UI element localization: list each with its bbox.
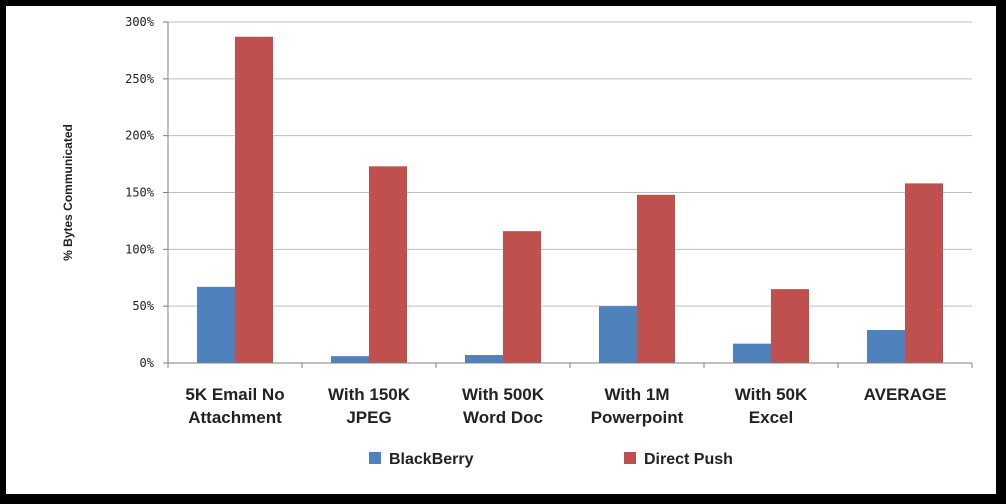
bar-direct-push [637, 194, 675, 363]
y-tick-label: 300% [125, 15, 155, 29]
gridlines [168, 21, 972, 364]
x-axis-categories: 5K Email No Attachment With 150K JPEG With 5… [185, 385, 946, 427]
bar-direct-push [905, 183, 943, 363]
bar-blackberry [599, 306, 637, 363]
bar-chart: 0% 50% 100% 150% 200% 250% 300% % Bytes Commun… [61, 15, 973, 468]
legend-label-blackberry: BlackBerry [389, 451, 474, 468]
bars [197, 36, 943, 363]
legend: BlackBerry Direct Push [369, 451, 733, 468]
bar-direct-push [369, 166, 407, 363]
y-tick-label: 50% [132, 299, 154, 313]
x-category-label: With 1M Powerpoint [591, 385, 684, 427]
legend-label-direct-push: Direct Push [644, 451, 733, 468]
bar-blackberry [331, 356, 369, 363]
x-category-label: 5K Email No Attachment [185, 385, 284, 427]
bar-direct-push [503, 231, 541, 363]
x-category-label: With 150K JPEG [328, 385, 411, 427]
x-category-label: With 50K Excel [735, 385, 808, 427]
bar-blackberry [465, 355, 503, 363]
y-axis-ticks: 0% 50% 100% 150% 200% 250% 300% [125, 15, 168, 370]
chart-frame: 0% 50% 100% 150% 200% 250% 300% % Bytes Commun… [6, 6, 996, 494]
y-tick-label: 200% [125, 129, 155, 143]
legend-swatch-direct-push [624, 452, 636, 464]
x-category-label: With 500K Word Doc [462, 385, 545, 427]
y-tick-label: 100% [125, 242, 155, 256]
x-axis [167, 22, 973, 368]
y-tick-label: 150% [125, 186, 155, 200]
bar-blackberry [867, 330, 905, 363]
bar-blackberry [733, 343, 771, 363]
y-tick-label: 0% [140, 356, 155, 370]
y-tick-label: 250% [125, 72, 155, 86]
bar-blackberry [197, 286, 235, 363]
bar-direct-push [771, 289, 809, 363]
y-axis-label: % Bytes Communicated [61, 124, 75, 261]
x-category-label: AVERAGE [864, 385, 947, 404]
bar-direct-push [235, 36, 273, 363]
legend-swatch-blackberry [369, 452, 381, 464]
